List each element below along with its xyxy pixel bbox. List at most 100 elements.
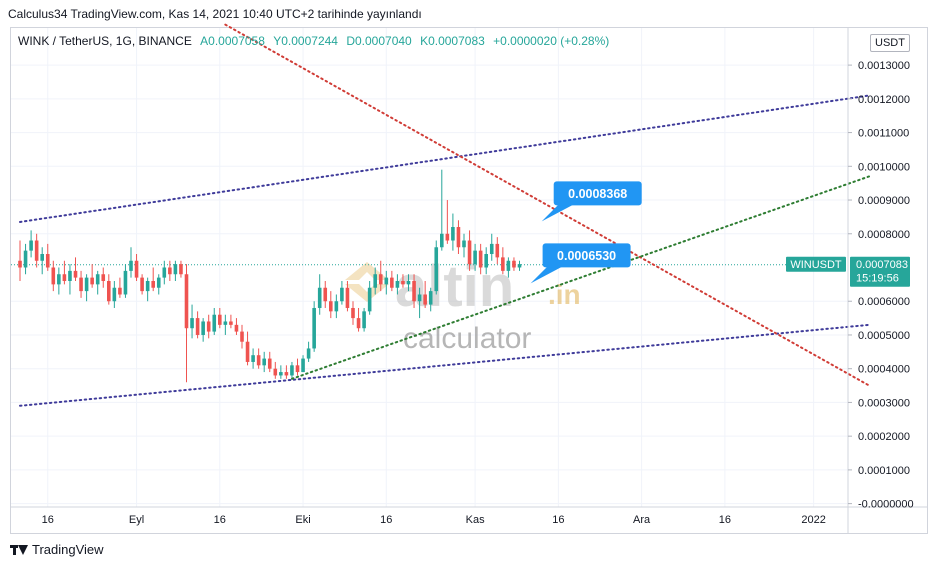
candle[interactable] <box>351 301 355 325</box>
price-callout[interactable]: 0.0006530 <box>530 243 631 284</box>
candle[interactable] <box>173 260 178 281</box>
candle[interactable] <box>312 301 316 352</box>
candle[interactable] <box>306 341 311 362</box>
candle[interactable] <box>84 274 89 302</box>
candle[interactable] <box>134 254 139 281</box>
candle[interactable] <box>234 318 239 335</box>
candle[interactable] <box>423 280 427 308</box>
candle[interactable] <box>62 260 67 285</box>
candle[interactable] <box>317 274 322 315</box>
candle[interactable] <box>489 233 494 261</box>
candle[interactable] <box>295 358 300 376</box>
candle[interactable] <box>179 260 183 278</box>
candle[interactable] <box>434 240 439 295</box>
candle[interactable] <box>57 267 61 295</box>
candle[interactable] <box>45 243 50 271</box>
candle[interactable] <box>95 270 100 295</box>
candle[interactable] <box>495 237 500 265</box>
candle[interactable] <box>23 243 28 275</box>
candle[interactable] <box>301 355 305 373</box>
candle[interactable] <box>245 331 250 366</box>
candle[interactable] <box>451 213 455 251</box>
candle[interactable] <box>378 260 383 292</box>
candle[interactable] <box>501 247 505 275</box>
candle[interactable] <box>267 351 272 373</box>
candle[interactable] <box>345 280 350 312</box>
candle[interactable] <box>140 274 144 295</box>
candle[interactable] <box>156 274 161 295</box>
candle[interactable] <box>356 307 361 332</box>
candle[interactable] <box>373 267 377 295</box>
candle[interactable] <box>195 311 200 339</box>
candle[interactable] <box>118 277 122 298</box>
candle[interactable] <box>262 351 266 373</box>
candle[interactable] <box>168 260 172 281</box>
candle[interactable] <box>445 200 450 244</box>
candle[interactable] <box>40 247 44 275</box>
candle[interactable] <box>467 230 472 271</box>
candle[interactable] <box>279 365 283 379</box>
candle[interactable] <box>323 280 328 308</box>
candle[interactable] <box>329 291 333 319</box>
candle[interactable] <box>79 270 83 298</box>
candle[interactable] <box>101 267 106 288</box>
candle[interactable] <box>273 361 278 379</box>
trendline[interactable] <box>19 323 871 407</box>
candle[interactable] <box>229 314 233 329</box>
candle[interactable] <box>384 270 389 295</box>
candle[interactable] <box>34 233 39 268</box>
candle[interactable] <box>506 257 511 278</box>
trendline[interactable] <box>19 94 871 223</box>
currency-button[interactable]: USDT <box>870 34 910 52</box>
candle[interactable] <box>462 233 466 258</box>
candle[interactable] <box>395 274 400 295</box>
candle[interactable] <box>290 361 294 379</box>
candle[interactable] <box>112 280 117 308</box>
candle[interactable] <box>107 274 111 305</box>
candle[interactable] <box>68 264 72 295</box>
candle[interactable] <box>284 365 289 379</box>
candle[interactable] <box>473 243 477 271</box>
candle[interactable] <box>417 287 422 319</box>
candle[interactable] <box>51 260 56 292</box>
candle[interactable] <box>218 307 222 329</box>
candle[interactable] <box>18 240 22 281</box>
candle[interactable] <box>256 348 261 369</box>
candle[interactable] <box>406 274 411 292</box>
candle[interactable] <box>428 287 433 312</box>
candle[interactable] <box>512 257 516 271</box>
trendline[interactable] <box>224 23 871 387</box>
candle[interactable] <box>190 304 194 339</box>
candle[interactable] <box>123 264 128 298</box>
candle[interactable] <box>412 274 416 308</box>
candle[interactable] <box>340 280 344 305</box>
candle[interactable] <box>184 264 189 383</box>
candle[interactable] <box>240 324 244 349</box>
candle[interactable] <box>401 274 405 288</box>
price-callout[interactable]: 0.0008368 <box>541 181 642 222</box>
candle[interactable] <box>29 230 33 258</box>
candle[interactable] <box>390 270 394 292</box>
candle[interactable] <box>362 307 366 332</box>
candle[interactable] <box>484 247 488 275</box>
candle[interactable] <box>367 280 372 315</box>
candle[interactable] <box>129 247 133 278</box>
candle[interactable] <box>206 314 211 339</box>
candle[interactable] <box>478 243 483 275</box>
candle[interactable] <box>251 348 255 369</box>
candle[interactable] <box>212 307 217 335</box>
candle[interactable] <box>73 257 78 281</box>
candle[interactable] <box>151 267 155 292</box>
candle[interactable] <box>90 264 94 288</box>
candle[interactable] <box>201 318 205 342</box>
candle[interactable] <box>334 294 339 319</box>
candle[interactable] <box>145 277 150 302</box>
candle[interactable] <box>517 260 522 271</box>
candle[interactable] <box>223 314 228 335</box>
candle[interactable] <box>162 260 167 285</box>
footer-brand[interactable]: TradingView <box>10 542 104 557</box>
candle[interactable] <box>456 220 461 255</box>
trendline[interactable] <box>290 175 871 380</box>
candle[interactable] <box>440 169 444 251</box>
